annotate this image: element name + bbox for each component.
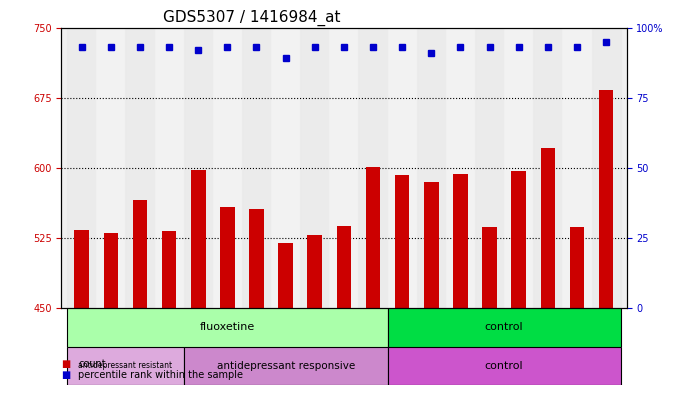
Text: control: control xyxy=(485,361,524,371)
Text: count: count xyxy=(78,358,106,369)
Bar xyxy=(563,28,592,308)
Bar xyxy=(366,167,380,308)
Bar xyxy=(395,175,409,308)
Bar xyxy=(242,28,271,308)
Text: percentile rank within the sample: percentile rank within the sample xyxy=(78,370,243,380)
FancyBboxPatch shape xyxy=(387,347,620,385)
Bar xyxy=(104,233,118,308)
Text: ■: ■ xyxy=(61,358,71,369)
FancyBboxPatch shape xyxy=(387,308,620,347)
Bar xyxy=(67,28,96,308)
Bar xyxy=(570,227,584,308)
Bar xyxy=(300,28,330,308)
FancyBboxPatch shape xyxy=(67,308,387,347)
Bar xyxy=(417,28,446,308)
Bar xyxy=(191,170,206,308)
Bar xyxy=(475,28,504,308)
Bar xyxy=(133,200,147,308)
Bar xyxy=(592,28,620,308)
Bar xyxy=(220,207,235,308)
Bar xyxy=(504,28,533,308)
Bar xyxy=(453,174,468,308)
Text: GDS5307 / 1416984_at: GDS5307 / 1416984_at xyxy=(163,10,340,26)
Bar xyxy=(424,182,439,308)
Text: antidepressant responsive: antidepressant responsive xyxy=(217,361,355,371)
Bar xyxy=(279,244,293,308)
Bar xyxy=(358,28,387,308)
Text: control: control xyxy=(485,322,524,332)
Bar xyxy=(446,28,475,308)
Bar xyxy=(482,227,497,308)
Bar xyxy=(599,90,614,308)
Text: antidepressant resistant: antidepressant resistant xyxy=(78,361,172,370)
Bar xyxy=(184,28,212,308)
Bar xyxy=(125,28,155,308)
Bar xyxy=(533,28,563,308)
Bar xyxy=(212,28,242,308)
FancyBboxPatch shape xyxy=(67,347,184,385)
Bar xyxy=(155,28,184,308)
Text: fluoxetine: fluoxetine xyxy=(200,322,255,332)
Bar xyxy=(541,148,555,308)
Bar xyxy=(271,28,300,308)
Bar xyxy=(308,235,322,308)
Text: ■: ■ xyxy=(61,370,71,380)
Bar xyxy=(387,28,417,308)
Bar xyxy=(336,226,351,308)
Bar xyxy=(162,231,176,308)
FancyBboxPatch shape xyxy=(184,347,387,385)
Bar xyxy=(511,171,526,308)
Bar xyxy=(74,230,89,308)
Bar xyxy=(330,28,358,308)
Bar xyxy=(96,28,125,308)
Bar xyxy=(249,209,264,308)
